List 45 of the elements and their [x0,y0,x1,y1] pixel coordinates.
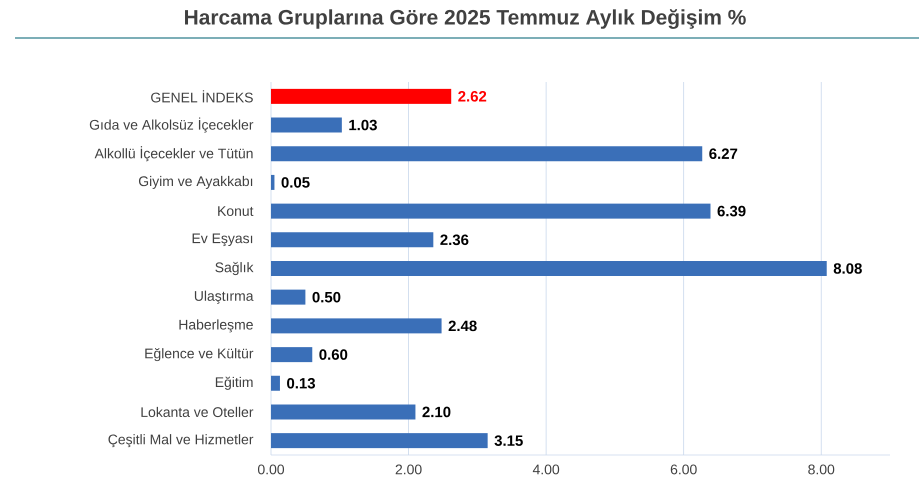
y-tick-label: Gıda ve Alkolsüz İçecekler [90,117,254,133]
x-tick-label: 4.00 [532,464,560,474]
bar [271,118,342,133]
x-tick-label: 6.00 [670,464,697,474]
data-label: 0.13 [287,378,316,389]
data-label: 6.27 [709,148,738,160]
y-tick-label: Ulaştırma [194,290,254,304]
bar [271,404,416,420]
bar [271,88,452,104]
data-label: 8.08 [834,263,862,274]
y-tick-label: Ev Eşyası [192,234,252,246]
bar [271,174,274,190]
y-tick-label: Eğitim [216,376,253,390]
bar [271,376,280,391]
y-tick-label: Eğlence ve Kültür [145,348,254,362]
data-label: 0.60 [319,349,348,360]
data-label: 2.10 [422,406,450,418]
data-label: 1.03 [349,120,377,130]
y-tick-label: Çeşitli Mal ve Hizmetler [108,434,254,448]
bar [271,433,488,448]
data-label: 0.05 [282,177,310,188]
data-label: 6.39 [718,206,746,216]
x-tick-label: 2.00 [396,464,422,474]
x-tick-label: 0.00 [258,464,284,474]
y-tick-label: Haberleşme [179,319,253,332]
bar [271,146,702,162]
bar [271,260,827,276]
data-label: 0.50 [312,292,340,302]
y-tick-label: Konut [218,206,254,216]
y-tick-label: Sağlık [215,262,254,276]
chart-title: Harcama Gruplarına Göre 2025 Temmuz Aylık Değişim % [185,9,746,29]
bar [271,204,710,219]
y-tick-label: Alkollü İçecekler ve Tütün [94,146,253,162]
bar [271,290,306,305]
y-tick-label: Lokanta ve Oteller [141,406,254,418]
y-tick-label: GENEL İNDEKS [151,90,253,102]
data-label: 3.15 [494,435,523,446]
bar [271,232,434,248]
bar [271,318,442,334]
bar [271,347,312,362]
y-tick-label: Giyim ve Ayakkabı [138,176,252,189]
x-tick-label: 8.00 [808,464,834,474]
data-label: 2.48 [448,320,477,332]
data-label: 2.36 [440,234,468,246]
data-label: 2.62 [458,91,486,102]
